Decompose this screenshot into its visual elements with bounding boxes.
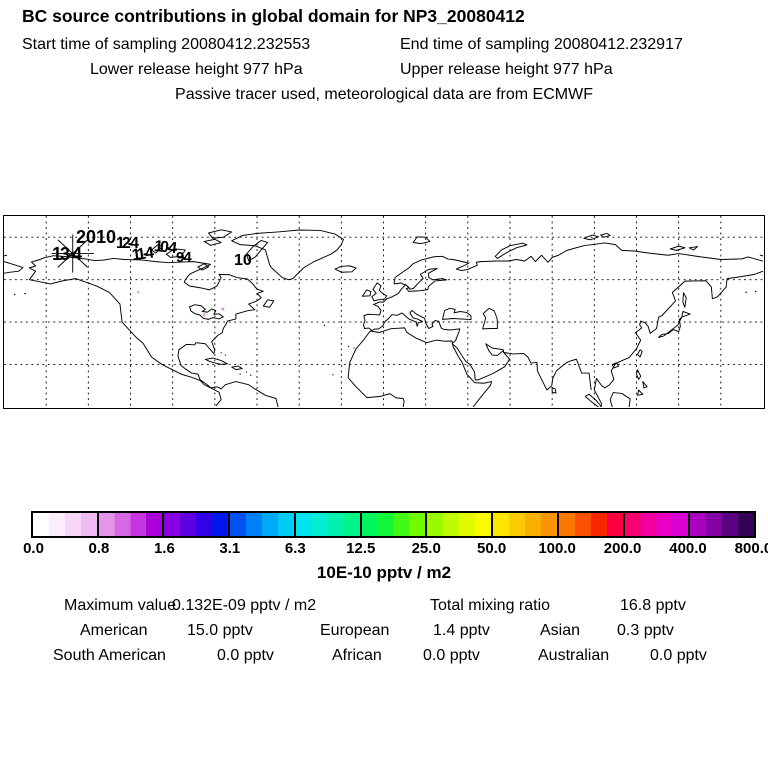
receptor-marker-icon [51, 234, 94, 273]
trajectory-label: 2010 [76, 227, 117, 247]
colorbar-tick-labels: 0.0 0.8 1.6 3.1 6.3 12.5 25.0 50.0 100.0 200.0 400… [0, 540, 768, 558]
total-ratio-value: 16.8 pptv [620, 597, 686, 614]
colorbar-segment [230, 513, 296, 536]
trajectory-label: 9-4 [176, 249, 192, 266]
page-title: BC source contributions in global domain… [22, 6, 525, 26]
colorbar-segment [33, 513, 99, 536]
colorbar-tick-label: 3.1 [219, 540, 241, 557]
end-time-text: End time of sampling 20080412.232917 [400, 36, 683, 53]
region-label: African [332, 647, 382, 664]
lower-release-text: Lower release height 977 hPa [90, 61, 303, 78]
map-canvas [4, 216, 763, 407]
upper-release-text: Upper release height 977 hPa [400, 61, 613, 78]
colorbar-tick-label: 400.0 [669, 540, 707, 557]
colorbar-tick-label: 800.0 [734, 540, 768, 557]
colorbar [31, 511, 756, 538]
colorbar-segment [98, 513, 165, 536]
region-label: European [320, 622, 390, 639]
max-value-label: Maximum value [64, 597, 177, 614]
colorbar-segment [427, 513, 494, 536]
colorbar-tick-label: 100.0 [538, 540, 576, 557]
colorbar-tick-label: 50.0 [477, 540, 507, 557]
colorbar-segment [164, 513, 231, 536]
trajectory-label: 10 [234, 252, 252, 269]
region-value: 0.0 pptv [217, 647, 274, 664]
island-dots [13, 290, 757, 376]
region-value: 0.3 pptv [617, 622, 674, 639]
total-ratio-label: Total mixing ratio [430, 597, 551, 614]
region-value: 15.0 pptv [187, 622, 253, 639]
start-time-text: Start time of sampling 20080412.232553 [22, 36, 311, 53]
colorbar-segment [361, 513, 428, 536]
region-value: 0.0 pptv [423, 647, 480, 664]
colorbar-segment [558, 513, 625, 536]
trajectory-label: 11-4 [130, 244, 153, 265]
colorbar-tick-label: 6.3 [284, 540, 306, 557]
region-label: Asian [540, 622, 581, 639]
region-value: 0.0 pptv [650, 647, 707, 664]
trajectory-label: 13-4 [52, 244, 82, 264]
colorbar-tick-label: 0.0 [23, 540, 44, 557]
colorbar-units: 10E-10 pptv / m2 [316, 563, 452, 582]
region-label: American [80, 622, 148, 639]
trajectory-label: 10-4 [153, 238, 175, 258]
world-map: 2010 13-4 12-4 11-4 10-4 9-4 10 [3, 215, 765, 409]
contribution-cells [136, 290, 225, 317]
tracer-note-text: Passive tracer used, meteorological data… [175, 86, 593, 103]
coastlines [4, 229, 763, 407]
region-label: South American [53, 647, 166, 664]
graticule [4, 216, 763, 407]
colorbar-tick-label: 12.5 [346, 540, 376, 557]
colorbar-tick-label: 0.8 [88, 540, 110, 557]
colorbar-tick-label: 200.0 [603, 540, 642, 557]
colorbar-tick-label: 1.6 [153, 540, 175, 557]
colorbar-segment [624, 513, 691, 536]
colorbar-segment [295, 513, 362, 536]
region-value: 1.4 pptv [433, 622, 490, 639]
trajectory-label: 12-4 [116, 235, 139, 252]
colorbar-tick-label: 25.0 [411, 540, 441, 557]
region-label: Australian [538, 647, 610, 664]
colorbar-segment [493, 513, 559, 536]
colorbar-segment [690, 513, 755, 536]
max-value: 0.132E-09 pptv / m2 [172, 597, 317, 614]
